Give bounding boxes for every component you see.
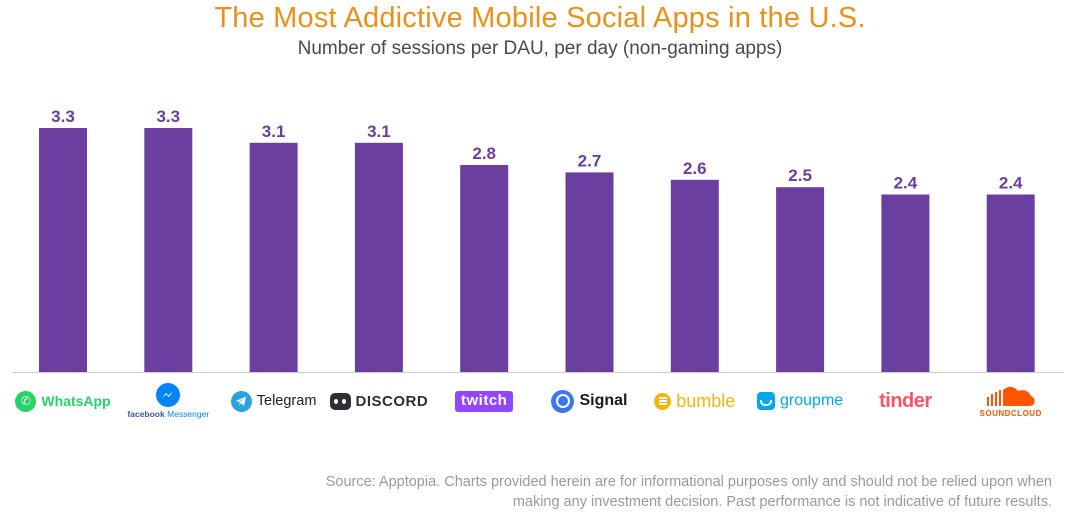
groupme-icon <box>757 392 776 410</box>
signal-logo: Signal <box>538 378 642 424</box>
value-label: 3.3 <box>156 107 180 126</box>
bar-discord <box>354 142 403 372</box>
bar-tinder <box>881 194 930 372</box>
bumble-icon <box>654 392 672 410</box>
whatsapp-logo: ✆ WhatsApp <box>11 378 115 424</box>
soundcloud-logo: SOUNDCLOUD <box>959 378 1063 424</box>
source-note: Source: Apptopia. Charts provided herein… <box>325 474 1052 510</box>
bumble-logo: bumble <box>643 378 747 424</box>
value-label: 3.1 <box>262 122 286 141</box>
telegram-logo: Telegram <box>222 378 326 424</box>
bar-whatsapp <box>39 128 87 372</box>
bar-facebook-messenger <box>144 128 193 372</box>
bar-groupme <box>776 187 825 372</box>
messenger-product-label: Messenger <box>167 409 210 419</box>
signal-label: Signal <box>579 392 628 409</box>
value-label: 2.8 <box>472 144 496 163</box>
discord-icon <box>329 392 351 410</box>
bar-soundcloud <box>986 194 1035 372</box>
value-label: 2.5 <box>788 166 812 185</box>
discord-label: DISCORD <box>355 392 429 410</box>
bar-telegram <box>249 142 298 372</box>
bar-signal <box>565 172 614 372</box>
messenger-brand-label: facebook <box>127 409 165 419</box>
telegram-label: Telegram <box>256 393 317 409</box>
bar-twitch <box>460 165 509 372</box>
twitch-logo: twitch <box>432 378 536 424</box>
value-label: 2.4 <box>999 174 1023 193</box>
soundcloud-label: SOUNDCLOUD <box>979 409 1042 418</box>
value-label: 2.7 <box>578 151 602 170</box>
groupme-logo: groupme <box>748 378 852 424</box>
twitch-label: twitch <box>455 390 514 412</box>
signal-icon <box>551 389 575 413</box>
bar-bumble <box>670 179 719 372</box>
value-label: 3.1 <box>367 122 391 141</box>
discord-logo: DISCORD <box>327 378 431 424</box>
whatsapp-icon: ✆ <box>15 390 37 412</box>
chart-subtitle: Number of sessions per DAU, per day (non… <box>297 38 783 59</box>
messenger-icon <box>156 383 181 407</box>
chart-title: The Most Addictive Mobile Social Apps in… <box>214 2 866 34</box>
messenger-logo: facebook Messenger <box>116 378 220 424</box>
tinder-logo: tinder <box>853 378 957 424</box>
tinder-label: tinder <box>879 389 932 412</box>
telegram-icon <box>230 390 252 412</box>
soundcloud-icon <box>986 386 1035 406</box>
whatsapp-label: WhatsApp <box>41 393 111 409</box>
value-label: 2.6 <box>683 159 707 178</box>
groupme-label: groupme <box>780 392 844 409</box>
value-label: 3.3 <box>51 107 75 126</box>
bumble-label: bumble <box>676 390 736 411</box>
value-label: 2.4 <box>894 174 918 193</box>
